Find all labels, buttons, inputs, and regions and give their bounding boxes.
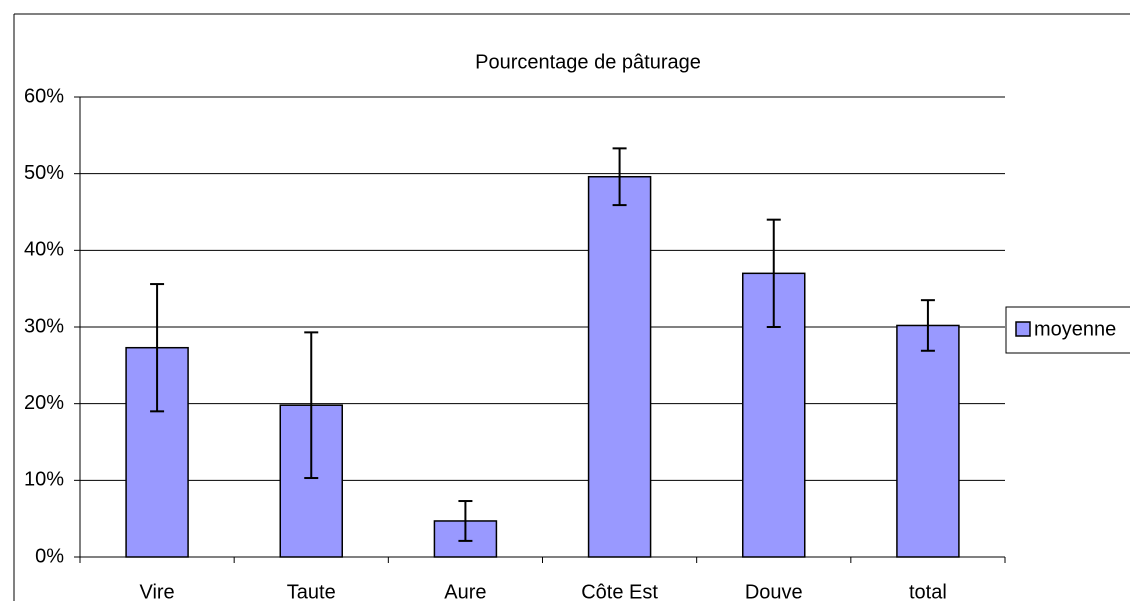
y-tick-label: 10%	[24, 469, 64, 491]
y-tick-label: 20%	[24, 392, 64, 414]
x-tick-label: Taute	[287, 581, 336, 601]
legend-label: moyenne	[1034, 318, 1116, 340]
y-tick-label: 0%	[35, 545, 64, 567]
x-tick-label: Douve	[745, 581, 803, 601]
y-tick-label: 40%	[24, 239, 64, 261]
y-tick-label: 50%	[24, 162, 64, 184]
x-tick-label: total	[909, 581, 947, 601]
y-tick-label: 60%	[24, 85, 64, 107]
error-bar	[766, 218, 781, 328]
legend-swatch	[1015, 321, 1031, 337]
error-bar	[612, 147, 627, 207]
error-bar	[458, 500, 473, 542]
bar	[587, 175, 652, 558]
bar	[896, 324, 960, 558]
y-tick-label: 30%	[24, 315, 64, 337]
chart-title: Pourcentage de pâturage	[475, 51, 701, 73]
x-tick-label: Vire	[139, 581, 174, 601]
x-tick-label: Côte Est	[581, 581, 658, 601]
error-bar	[920, 299, 935, 352]
error-bar	[150, 283, 165, 413]
x-tick-label: Aure	[444, 581, 486, 601]
error-bar	[304, 331, 319, 480]
